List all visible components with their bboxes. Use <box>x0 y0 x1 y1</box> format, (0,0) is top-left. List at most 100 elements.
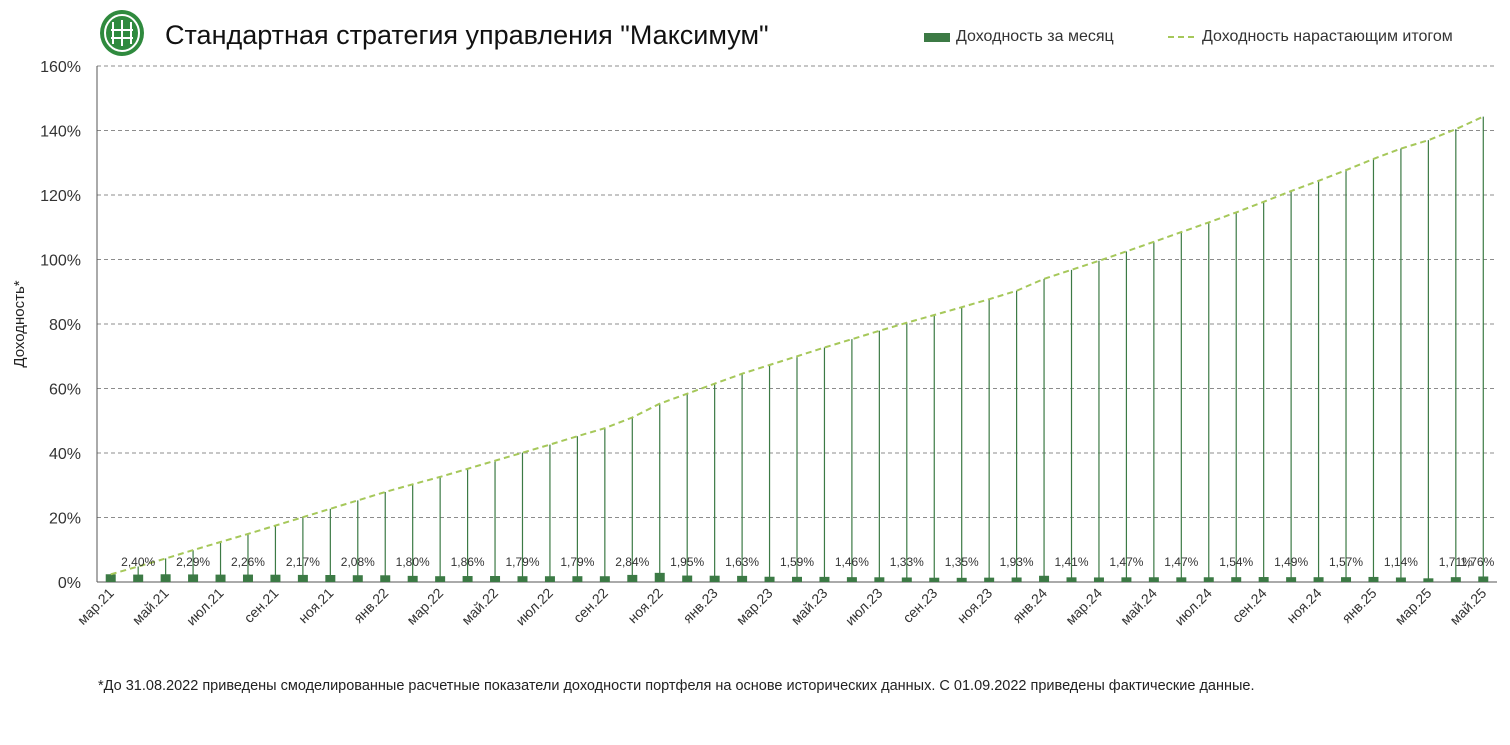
monthly-bar <box>737 575 748 582</box>
data-label: 2,26% <box>231 555 265 569</box>
monthly-bar <box>599 576 610 582</box>
data-label: 1,14% <box>1384 555 1418 569</box>
monthly-bar <box>846 577 857 582</box>
x-tick-label: май.23 <box>788 585 831 628</box>
data-label: 1,49% <box>1274 555 1308 569</box>
data-label: 2,17% <box>286 555 320 569</box>
monthly-bar <box>544 576 555 582</box>
monthly-bar <box>133 574 144 582</box>
x-tick-label: сен.21 <box>241 585 282 626</box>
x-tick-label: мар.24 <box>1062 585 1105 628</box>
data-label: 2,08% <box>341 555 375 569</box>
monthly-bar <box>1450 577 1461 582</box>
monthly-bar <box>1395 577 1406 582</box>
x-tick-label: ноя.23 <box>954 585 996 627</box>
monthly-bar <box>929 577 940 582</box>
x-tick-label: сен.24 <box>1229 585 1270 626</box>
monthly-bar <box>1341 577 1352 582</box>
monthly-bar <box>325 575 336 582</box>
monthly-bar <box>215 574 226 582</box>
monthly-bar <box>1368 576 1379 582</box>
monthly-bar <box>682 575 693 582</box>
x-tick-label: янв.24 <box>1009 585 1050 626</box>
legend-item-monthly: Доходность за месяц <box>924 28 1114 46</box>
x-tick-label: янв.25 <box>1338 585 1379 626</box>
y-tick-label: 120% <box>40 188 81 205</box>
x-tick-label: июл.21 <box>183 585 227 629</box>
monthly-bar <box>572 576 583 582</box>
monthly-bar <box>380 575 391 582</box>
monthly-bar <box>188 574 199 582</box>
data-label: 1,47% <box>1164 555 1198 569</box>
x-tick-label: ноя.22 <box>624 585 666 627</box>
monthly-bar <box>1176 577 1187 582</box>
data-label: 2,29% <box>176 555 210 569</box>
x-tick-label: янв.22 <box>350 585 391 626</box>
legend-label-cumulative: Доходность нарастающим итогом <box>1202 28 1453 45</box>
x-tick-label: ноя.24 <box>1283 585 1325 627</box>
x-tick-label: мар.25 <box>1392 585 1435 628</box>
monthly-bar <box>1423 578 1434 582</box>
y-tick-label: 0% <box>58 575 81 592</box>
monthly-bar <box>297 574 308 582</box>
monthly-bar <box>709 575 720 582</box>
monthly-bar <box>819 576 830 582</box>
monthly-bar <box>352 575 363 582</box>
legend-line-swatch <box>1168 36 1194 38</box>
footnote: *До 31.08.2022 приведены смоделированные… <box>98 678 1255 694</box>
x-tick-label: ноя.21 <box>295 585 337 627</box>
y-tick-label: 60% <box>49 382 81 399</box>
monthly-bar <box>1066 577 1077 582</box>
monthly-bar <box>1093 577 1104 582</box>
data-label: 1,57% <box>1329 555 1363 569</box>
data-label: 1,71% <box>1439 555 1473 569</box>
x-tick-label: май.25 <box>1446 585 1489 628</box>
cumulative-line <box>110 115 1484 576</box>
x-tick-label: июл.24 <box>1171 585 1215 629</box>
monthly-bar <box>901 577 912 582</box>
y-tick-label: 40% <box>49 446 81 463</box>
monthly-bar <box>1121 577 1132 582</box>
x-tick-label: май.21 <box>129 585 172 628</box>
monthly-bar <box>764 576 775 582</box>
monthly-bar <box>654 572 665 582</box>
x-tick-label: сен.23 <box>899 585 940 626</box>
x-tick-label: май.24 <box>1117 585 1160 628</box>
data-label: 2,84% <box>615 555 649 569</box>
monthly-bar <box>1286 577 1297 582</box>
data-label: 1,33% <box>890 555 924 569</box>
monthly-bar <box>1148 577 1159 582</box>
data-label: 1,93% <box>1000 555 1034 569</box>
y-tick-label: 80% <box>49 317 81 334</box>
y-tick-label: 140% <box>40 124 81 141</box>
logo-icon <box>100 10 144 56</box>
data-label: 1,79% <box>560 555 594 569</box>
y-tick-label: 100% <box>40 253 81 270</box>
monthly-bar <box>435 576 446 582</box>
data-label: 1,63% <box>725 555 759 569</box>
data-label: 1,35% <box>945 555 979 569</box>
monthly-bar <box>792 576 802 582</box>
data-label: 1,47% <box>1109 555 1143 569</box>
data-label: 1,59% <box>780 555 814 569</box>
data-label: 1,76% <box>1460 555 1494 569</box>
monthly-bar <box>1203 577 1214 582</box>
monthly-bar <box>517 576 528 582</box>
chart-canvas: 0% 20% 40% 60% 80% 100% 120% 140% 160% Доходность… <box>11 59 1497 629</box>
monthly-bar <box>984 577 995 582</box>
monthly-bar <box>407 575 418 582</box>
monthly-bar <box>1011 577 1022 582</box>
x-tick-label: июл.22 <box>512 585 556 629</box>
monthly-bar <box>627 574 638 582</box>
data-label: 1,95% <box>670 555 704 569</box>
data-label: 2,40% <box>121 555 155 569</box>
monthly-bar <box>490 576 501 582</box>
monthly-bar <box>242 574 253 582</box>
monthly-bar <box>1039 575 1050 582</box>
monthly-bar <box>1258 577 1269 582</box>
monthly-bar <box>160 574 171 582</box>
monthly-bar <box>105 574 116 582</box>
data-label: 1,41% <box>1054 555 1088 569</box>
y-tick-label: 160% <box>40 59 81 76</box>
chart-title: Стандартная стратегия управления "Максим… <box>165 20 769 50</box>
